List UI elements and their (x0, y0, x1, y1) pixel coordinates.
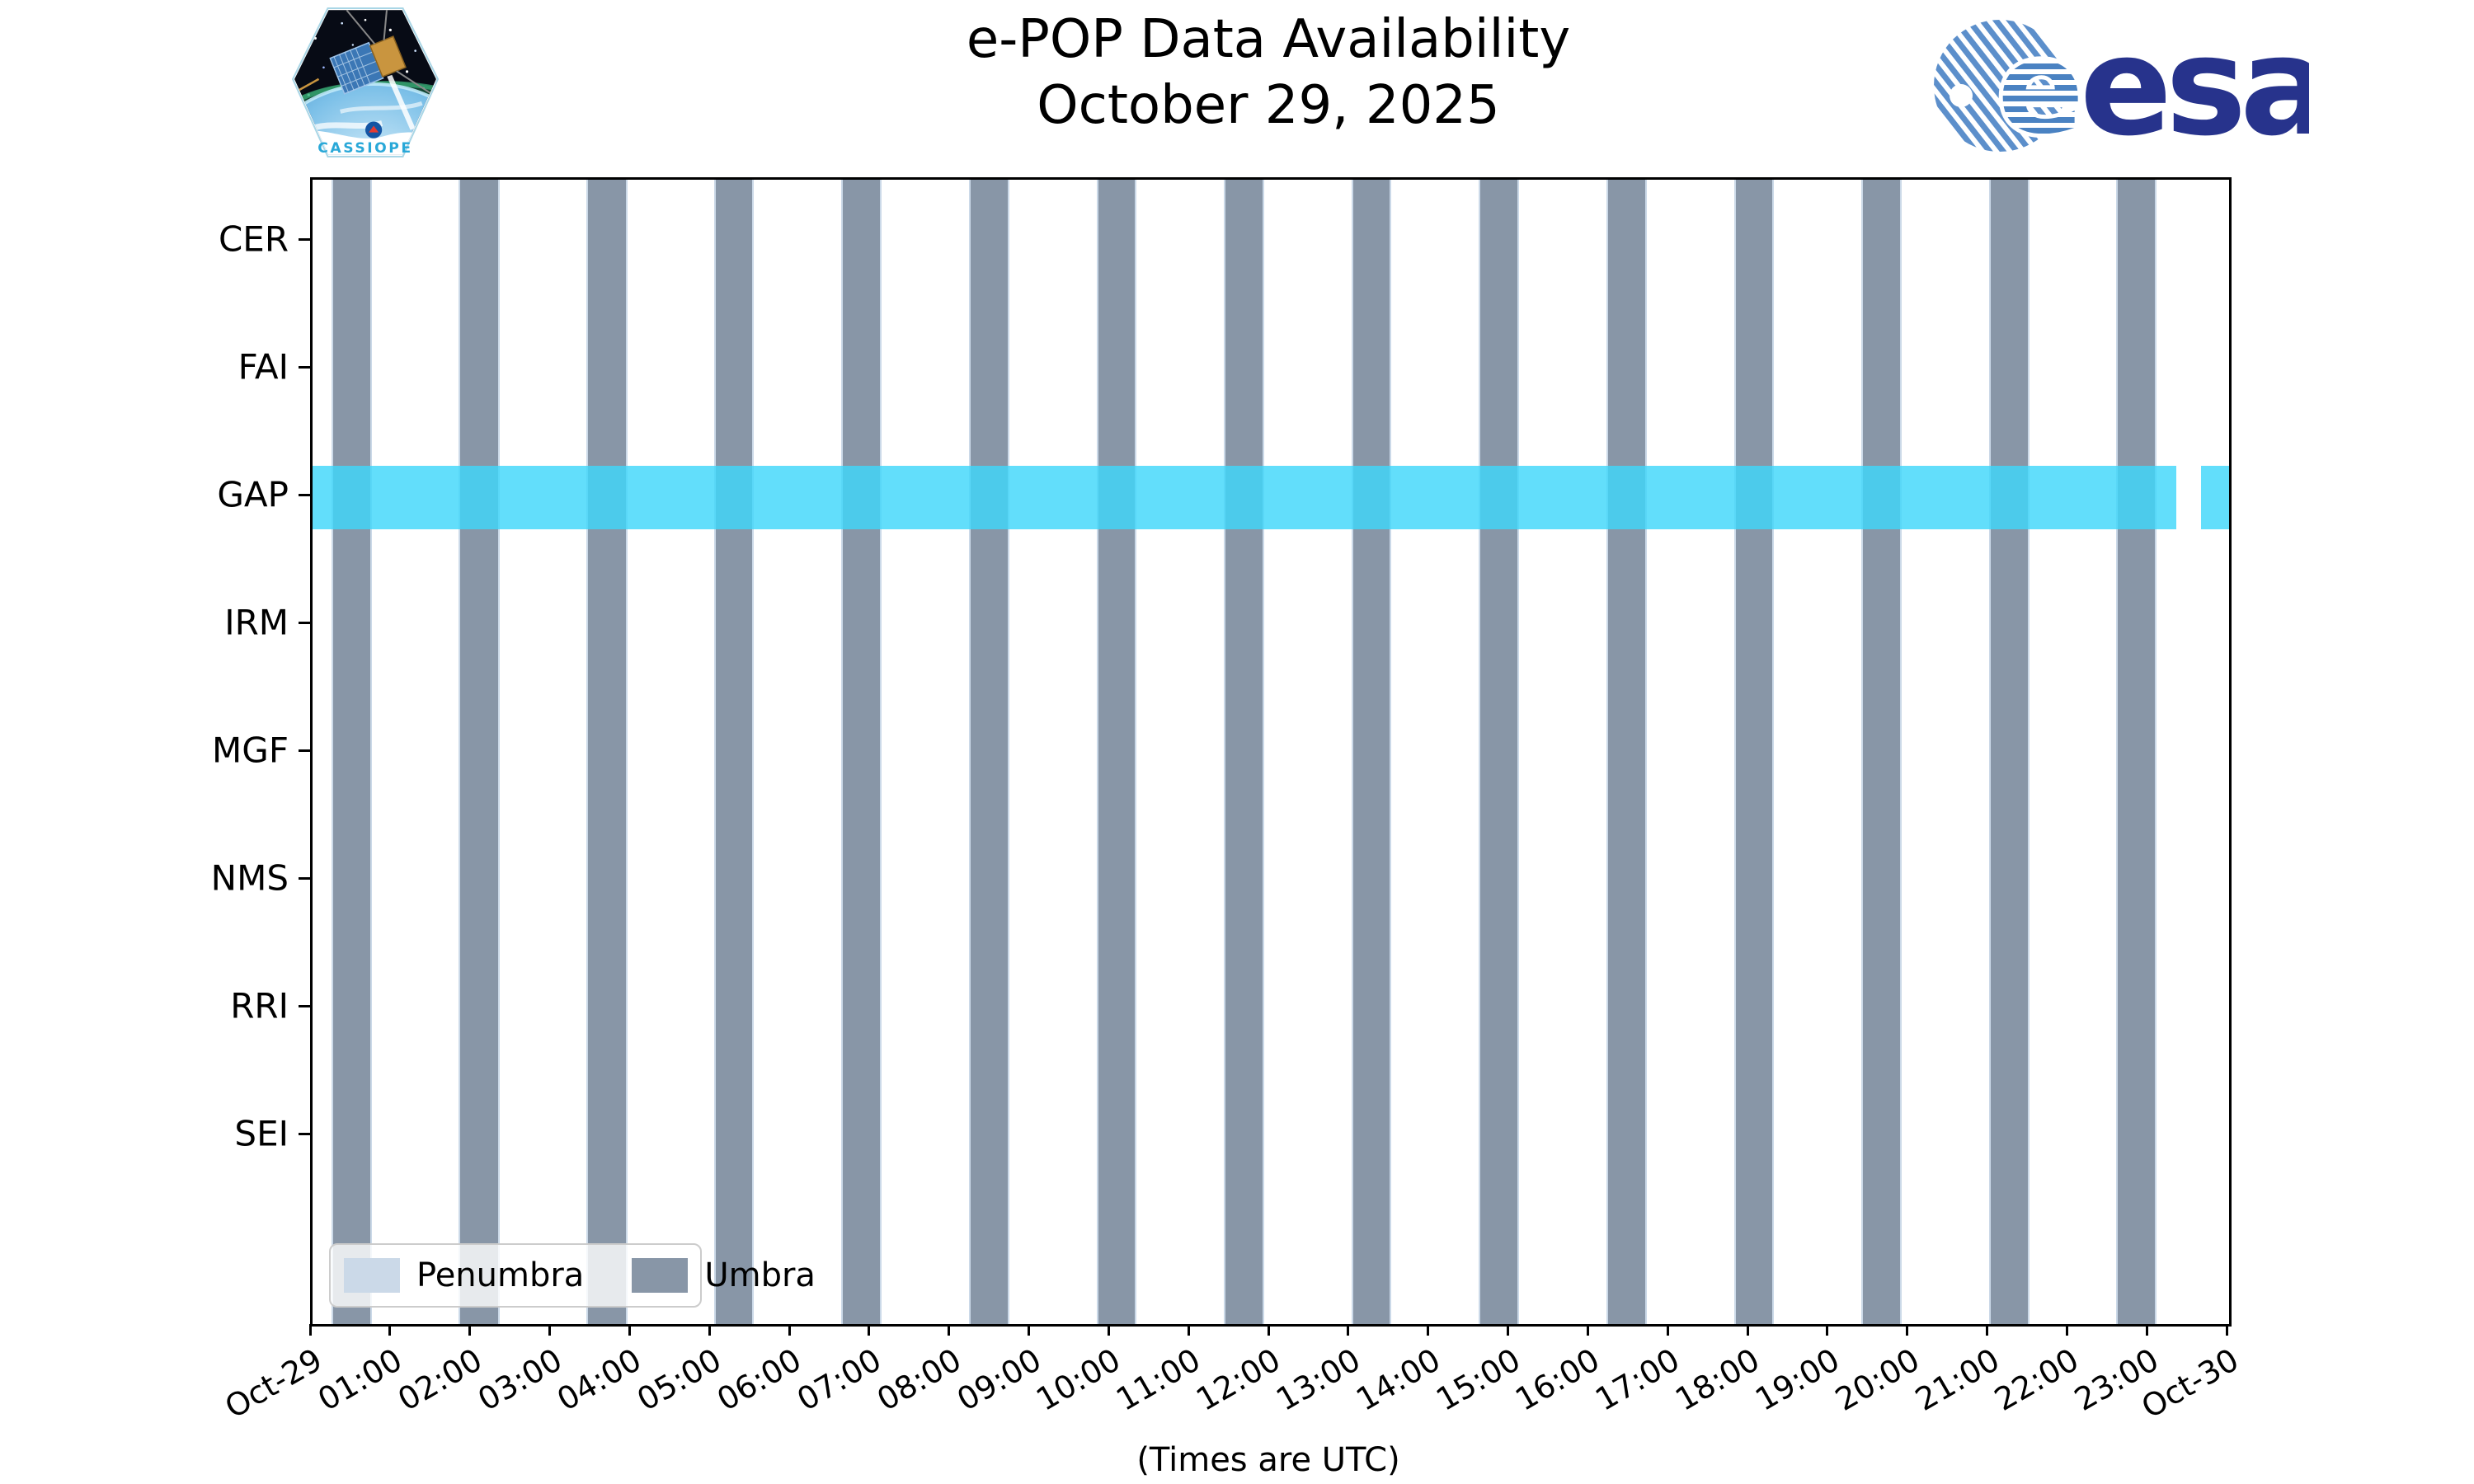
umbra-bar (1988, 180, 2030, 1324)
x-tick (1267, 1324, 1270, 1336)
x-tick (948, 1324, 951, 1336)
legend-label-penumbra: Penumbra (416, 1256, 585, 1294)
umbra-bar (1096, 180, 1137, 1324)
y-tick (299, 749, 310, 752)
umbra-bar (1733, 180, 1775, 1324)
x-tick (1427, 1324, 1430, 1336)
instrument-label-gap: GAP (217, 474, 289, 515)
esa-emblem-icon: e (1934, 10, 2088, 158)
x-tick (628, 1324, 631, 1336)
instrument-label-cer: CER (218, 218, 289, 260)
cassiope-patch-label: CASSIOPE (317, 140, 412, 157)
legend-item-umbra: Umbra (632, 1256, 816, 1294)
y-tick (299, 1005, 310, 1007)
y-tick (299, 622, 310, 624)
instrument-label-nms: NMS (210, 857, 289, 899)
umbra-bar (2116, 180, 2157, 1324)
svg-text:e: e (1997, 13, 2084, 158)
instrument-label-sei: SEI (234, 1113, 289, 1154)
y-tick (299, 1133, 310, 1135)
x-tick (1507, 1324, 1509, 1336)
umbra-bar (459, 180, 500, 1324)
x-tick (388, 1324, 392, 1336)
x-tick (1826, 1324, 1829, 1336)
x-tick (1107, 1324, 1110, 1336)
cassiope-mission-patch: CASSIOPE (291, 7, 440, 157)
umbra-swatch-icon (632, 1258, 689, 1293)
x-tick (1906, 1324, 1909, 1336)
umbra-bar (841, 180, 882, 1324)
x-axis-caption: (Times are UTC) (1136, 1441, 1400, 1479)
x-tick (1746, 1324, 1749, 1336)
x-tick (548, 1324, 551, 1336)
penumbra-swatch-icon (344, 1258, 400, 1293)
instrument-label-irm: IRM (224, 602, 289, 643)
esa-wordmark: esa (2080, 10, 2309, 158)
x-tick (1347, 1324, 1350, 1336)
x-tick (468, 1324, 472, 1336)
umbra-bar (332, 180, 372, 1324)
x-tick (1986, 1324, 1988, 1336)
instrument-label-rri: RRI (230, 985, 289, 1026)
gap-availability-bar (313, 465, 2177, 529)
legend-item-penumbra: Penumbra (344, 1256, 584, 1294)
plot-area: Penumbra Umbra (310, 177, 2232, 1327)
umbra-bar (1223, 180, 1265, 1324)
x-tick (1666, 1324, 1669, 1336)
umbra-bar (1860, 180, 1902, 1324)
instrument-label-mgf: MGF (212, 730, 289, 771)
x-tick (2225, 1324, 2228, 1336)
x-tick (1028, 1324, 1030, 1336)
umbra-bar (1478, 180, 1520, 1324)
y-tick (299, 238, 310, 241)
x-tick (1187, 1324, 1190, 1336)
x-tick (788, 1324, 791, 1336)
y-tick (299, 877, 310, 880)
chart-subtitle-date: October 29, 2025 (1037, 75, 1500, 136)
gap-availability-bar (2201, 465, 2229, 529)
y-tick (299, 494, 310, 496)
x-tick (868, 1324, 871, 1336)
legend-label-umbra: Umbra (704, 1256, 816, 1294)
chart-title-block: e-POP Data Availability October 29, 2025 (310, 7, 2227, 139)
legend: Penumbra Umbra (329, 1243, 816, 1308)
umbra-bar (1606, 180, 1648, 1324)
x-tick (708, 1324, 711, 1336)
instrument-label-fai: FAI (238, 346, 289, 387)
x-tick (2145, 1324, 2148, 1336)
umbra-bar (586, 180, 628, 1324)
umbra-bar (1351, 180, 1392, 1324)
x-tick (2065, 1324, 2068, 1336)
umbra-bar (968, 180, 1010, 1324)
y-tick (299, 366, 310, 369)
satellite-illustration (294, 10, 431, 95)
esa-logo: e esa (1934, 10, 2309, 158)
x-tick (308, 1324, 312, 1336)
umbra-bar (714, 180, 755, 1324)
chart-title: e-POP Data Availability (966, 9, 1571, 70)
x-tick (1586, 1324, 1589, 1336)
